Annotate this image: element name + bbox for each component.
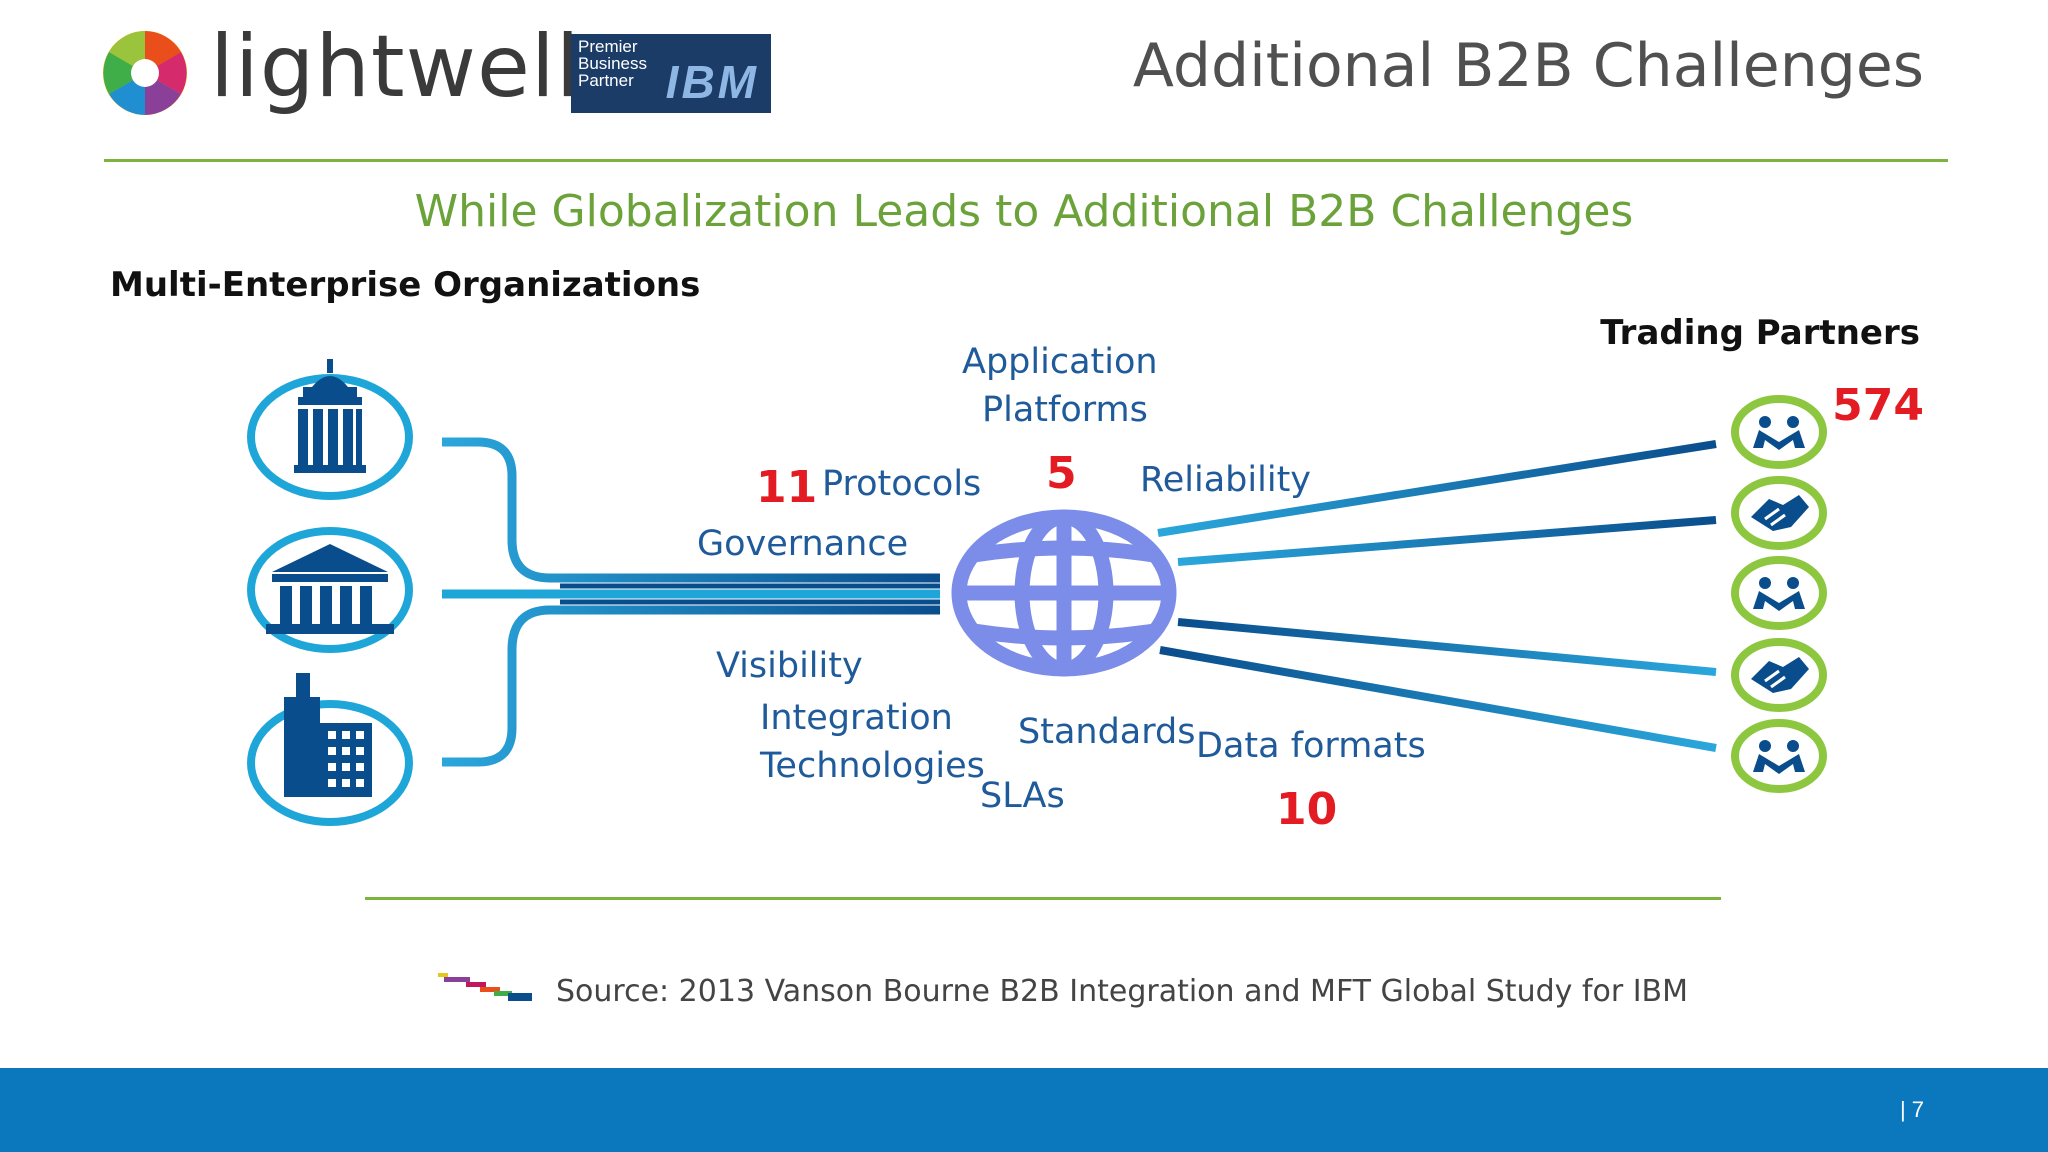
label-technologies: Technologies: [760, 746, 985, 786]
enterprise-connectors: [442, 437, 940, 767]
partner-connectors: [1157, 440, 1717, 752]
label-standards: Standards: [1018, 712, 1196, 752]
capitol-building-icon: [247, 359, 413, 500]
footer-bar: [0, 1068, 2048, 1152]
count-data-formats: 10: [1276, 784, 1338, 835]
handshake-icon: [1731, 476, 1827, 550]
bank-building-icon: [247, 527, 413, 653]
people-icon: [1731, 719, 1827, 793]
label-platforms: Platforms: [982, 390, 1148, 430]
people-icon: [1731, 395, 1827, 469]
brand-name: lightwell: [210, 17, 581, 117]
partner-icons: [1731, 395, 1827, 793]
label-governance: Governance: [697, 524, 909, 564]
source-logo-icon: [438, 973, 532, 1001]
header-divider: [104, 159, 1948, 162]
office-tower-icon: [247, 673, 413, 826]
right-heading: Trading Partners: [1600, 313, 1920, 353]
label-slas: SLAs: [980, 776, 1065, 816]
slide-subtitle: While Globalization Leads to Additional …: [414, 186, 1634, 237]
label-data-formats: Data formats: [1196, 726, 1426, 766]
label-visibility: Visibility: [716, 646, 863, 686]
source-divider: [365, 897, 1721, 900]
badge-line-2: Business: [578, 54, 647, 73]
label-reliability: Reliability: [1140, 460, 1312, 500]
badge-line-1: Premier: [578, 37, 638, 56]
label-protocols: Protocols: [822, 464, 982, 504]
slide-title: Additional B2B Challenges: [1132, 31, 1924, 101]
count-protocols: 11: [756, 462, 818, 513]
ibm-mark: IBM: [665, 56, 759, 108]
count-application-platforms: 5: [1046, 448, 1077, 499]
source-citation: Source: 2013 Vanson Bourne B2B Integrati…: [556, 974, 1689, 1009]
badge-line-3: Partner: [578, 71, 634, 90]
lightwell-logo-icon: [103, 31, 187, 115]
ibm-partner-badge: Premier Business Partner IBM: [571, 34, 771, 113]
page-number: | 7: [1899, 1097, 1924, 1122]
label-integration: Integration: [760, 698, 953, 738]
label-application: Application: [962, 342, 1158, 382]
handshake-icon: [1731, 638, 1827, 712]
people-icon: [1731, 556, 1827, 630]
globe-icon: [951, 509, 1177, 677]
left-heading: Multi-Enterprise Organizations: [110, 265, 701, 305]
count-trading-partners: 574: [1832, 380, 1924, 431]
